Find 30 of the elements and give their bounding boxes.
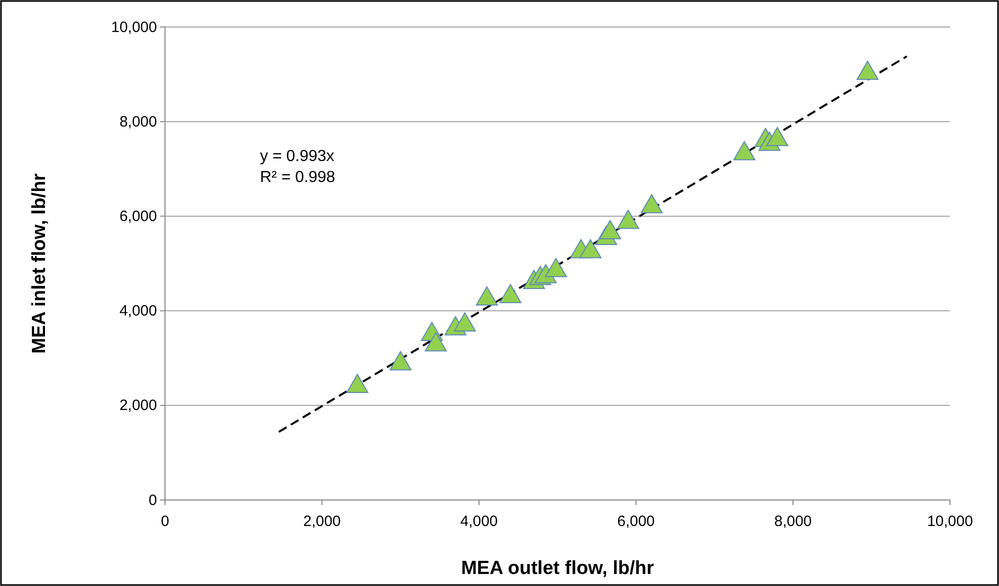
annotation: R² = 0.998 bbox=[260, 169, 336, 186]
point bbox=[454, 312, 476, 332]
point bbox=[733, 141, 756, 160]
point bbox=[640, 194, 663, 214]
annotation: y = 0.993x bbox=[260, 148, 334, 165]
point bbox=[617, 210, 640, 229]
point bbox=[346, 374, 368, 394]
x-tick-label: 4,000 bbox=[460, 513, 498, 530]
x-axis-title: MEA outlet flow, lb/hr bbox=[461, 558, 654, 579]
point bbox=[766, 126, 788, 146]
point bbox=[544, 258, 567, 278]
y-tick-label: 10,000 bbox=[111, 18, 157, 36]
point bbox=[424, 332, 447, 352]
y-tick-label: 4,000 bbox=[119, 302, 157, 320]
x-tick-label: 8,000 bbox=[774, 513, 812, 530]
point bbox=[599, 220, 622, 240]
x-tick-label: 10,000 bbox=[927, 513, 973, 530]
y-axis-title: MEA inlet flow, lb/hr bbox=[29, 172, 50, 354]
x-tick-label: 2,000 bbox=[303, 513, 341, 530]
point bbox=[390, 351, 412, 370]
y-tick-label: 8,000 bbox=[119, 113, 157, 130]
x-tick-label: 0 bbox=[160, 513, 170, 530]
y-tick-label: 0 bbox=[148, 492, 157, 509]
point bbox=[856, 60, 879, 80]
point bbox=[476, 286, 498, 306]
point bbox=[579, 239, 602, 258]
point bbox=[499, 284, 522, 304]
y-tick-label: 6,000 bbox=[119, 208, 157, 225]
x-tick-label: 6,000 bbox=[617, 513, 655, 530]
y-tick-label: 2,000 bbox=[119, 397, 157, 414]
